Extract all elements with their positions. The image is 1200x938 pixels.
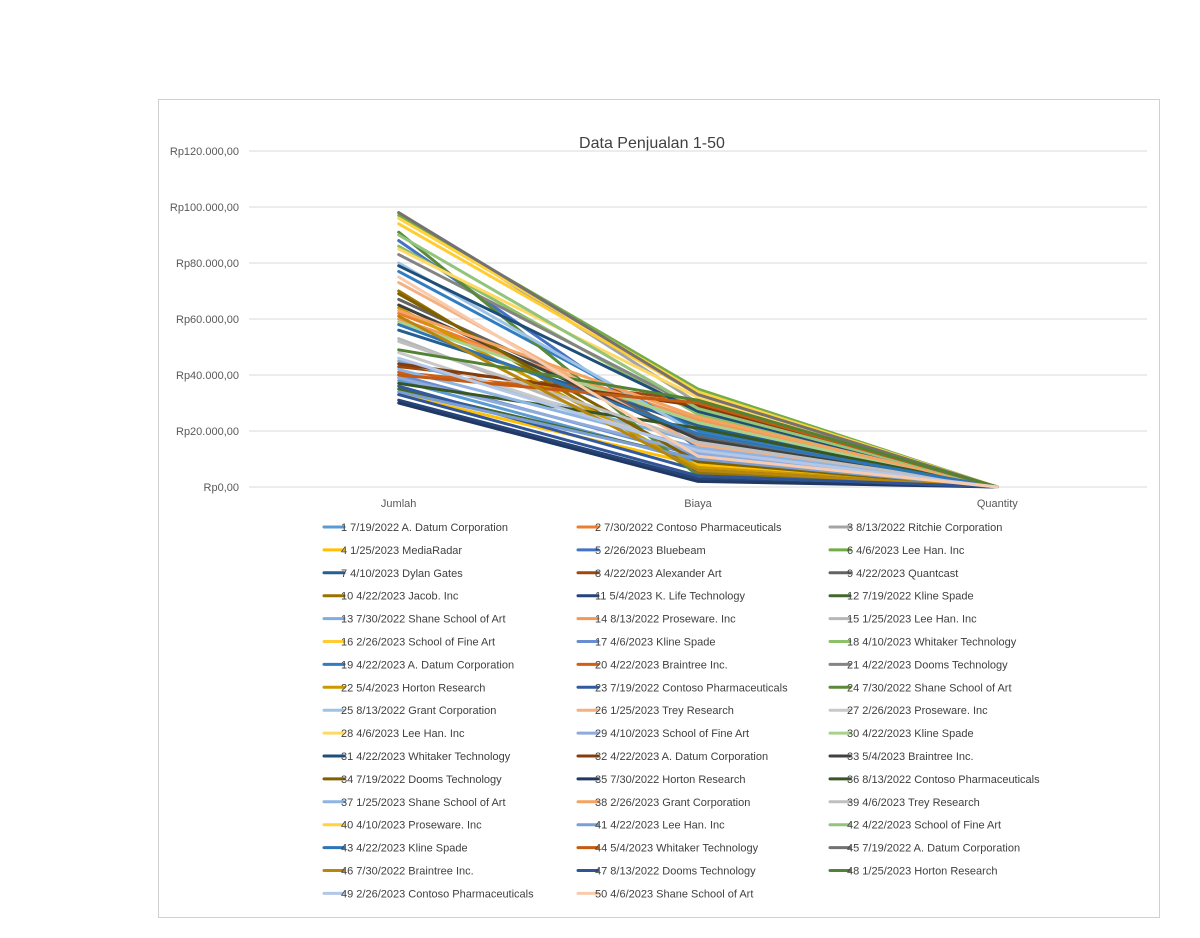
legend-label: 32 4/22/2023 A. Datum Corporation [595, 751, 768, 763]
legend-label: 19 4/22/2023 A. Datum Corporation [341, 659, 514, 671]
x-tick-label: Jumlah [381, 498, 416, 510]
y-tick-label: Rp0,00 [204, 482, 239, 494]
series-line [397, 339, 999, 489]
legend-label: 46 7/30/2022 Braintree Inc. [341, 866, 474, 878]
legend-label: 23 7/19/2022 Contoso Pharmaceuticals [595, 682, 788, 694]
series-line [397, 309, 999, 489]
legend-label: 48 1/25/2023 Horton Research [847, 866, 997, 878]
y-tick-label: Rp20.000,00 [176, 426, 239, 438]
legend-label: 25 8/13/2022 Grant Corporation [341, 705, 496, 717]
legend-label: 36 8/13/2022 Contoso Pharmaceuticals [847, 774, 1040, 786]
y-tick-label: Rp40.000,00 [176, 370, 239, 382]
legend-label: 15 1/25/2023 Lee Han. Inc [847, 614, 977, 626]
x-tick-label: Biaya [684, 498, 712, 510]
legend-label: 6 4/6/2023 Lee Han. Inc [847, 545, 965, 557]
legend-label: 17 4/6/2023 Kline Spade [595, 637, 716, 649]
legend-label: 45 7/19/2022 A. Datum Corporation [847, 843, 1020, 855]
legend-label: 5 2/26/2023 Bluebeam [595, 545, 706, 557]
series-line [397, 320, 999, 489]
line-chart: Data Penjualan 1-50 Rp0,00 Rp20.000,00 Rp4… [170, 135, 1147, 900]
legend-label: 30 4/22/2023 Kline Spade [847, 728, 974, 740]
legend: 1 7/19/2022 A. Datum Corporation 2 7/30/2… [322, 522, 1040, 900]
legend-label: 16 2/26/2023 School of Fine Art [341, 637, 495, 649]
legend-label: 27 2/26/2023 Proseware. Inc [847, 705, 988, 717]
legend-label: 13 7/30/2022 Shane School of Art [341, 614, 506, 626]
series-line [397, 211, 999, 489]
legend-label: 43 4/22/2023 Kline Spade [341, 843, 468, 855]
legend-label: 47 8/13/2022 Dooms Technology [595, 866, 756, 878]
legend-label: 2 7/30/2022 Contoso Pharmaceuticals [595, 522, 782, 534]
chart-area: Data Penjualan 1-50 Rp0,00 Rp20.000,00 Rp4… [158, 99, 1160, 918]
legend-label: 14 8/13/2022 Proseware. Inc [595, 614, 736, 626]
legend-label: 28 4/6/2023 Lee Han. Inc [341, 728, 465, 740]
legend-label: 9 4/22/2023 Quantcast [847, 568, 958, 580]
legend-label: 37 1/25/2023 Shane School of Art [341, 797, 506, 809]
legend-label: 44 5/4/2023 Whitaker Technology [595, 843, 759, 855]
legend-label: 35 7/30/2022 Horton Research [595, 774, 745, 786]
series-lines [397, 211, 999, 489]
series-line [397, 323, 999, 489]
legend-label: 41 4/22/2023 Lee Han. Inc [595, 820, 725, 832]
legend-label: 38 2/26/2023 Grant Corporation [595, 797, 750, 809]
series-line [397, 348, 999, 489]
y-tick-label: Rp80.000,00 [176, 258, 239, 270]
legend-label: 21 4/22/2023 Dooms Technology [847, 659, 1008, 671]
legend-label: 49 2/26/2023 Contoso Pharmaceuticals [341, 888, 534, 900]
legend-label: 29 4/10/2023 School of Fine Art [595, 728, 749, 740]
y-tick-label: Rp120.000,00 [170, 146, 239, 158]
legend-label: 3 8/13/2022 Ritchie Corporation [847, 522, 1002, 534]
legend-label: 39 4/6/2023 Trey Research [847, 797, 980, 809]
legend-label: 50 4/6/2023 Shane School of Art [595, 888, 753, 900]
series-line [397, 393, 999, 489]
legend-label: 7 4/10/2023 Dylan Gates [341, 568, 463, 580]
legend-label: 34 7/19/2022 Dooms Technology [341, 774, 502, 786]
legend-label: 26 1/25/2023 Trey Research [595, 705, 734, 717]
series-line [397, 275, 999, 489]
y-axis-ticks: Rp0,00 Rp20.000,00 Rp40.000,00 Rp60.000,00 R… [170, 146, 239, 494]
series-line [397, 356, 999, 489]
legend-label: 11 5/4/2023 K. Life Technology [595, 591, 746, 603]
legend-label: 12 7/19/2022 Kline Spade [847, 591, 974, 603]
legend-label: 10 4/22/2023 Jacob. Inc [341, 591, 459, 603]
legend-label: 1 7/19/2022 A. Datum Corporation [341, 522, 508, 534]
legend-label: 20 4/22/2023 Braintree Inc. [595, 659, 728, 671]
y-tick-label: Rp60.000,00 [176, 314, 239, 326]
legend-label: 8 4/22/2023 Alexander Art [595, 568, 722, 580]
x-tick-label: Quantity [977, 498, 1018, 510]
legend-label: 22 5/4/2023 Horton Research [341, 682, 485, 694]
series-line [397, 381, 999, 489]
legend-label: 31 4/22/2023 Whitaker Technology [341, 751, 511, 763]
y-tick-label: Rp100.000,00 [170, 202, 239, 214]
legend-label: 4 1/25/2023 MediaRadar [341, 545, 462, 557]
series-line [397, 401, 999, 489]
chart-title: Data Penjualan 1-50 [579, 135, 725, 152]
series-line [397, 233, 999, 489]
legend-label: 18 4/10/2023 Whitaker Technology [847, 637, 1017, 649]
legend-label: 42 4/22/2023 School of Fine Art [847, 820, 1001, 832]
x-axis-ticks: Jumlah Biaya Quantity [381, 498, 1018, 510]
legend-label: 40 4/10/2023 Proseware. Inc [341, 820, 482, 832]
legend-label: 24 7/30/2022 Shane School of Art [847, 682, 1012, 694]
legend-label: 33 5/4/2023 Braintree Inc. [847, 751, 974, 763]
